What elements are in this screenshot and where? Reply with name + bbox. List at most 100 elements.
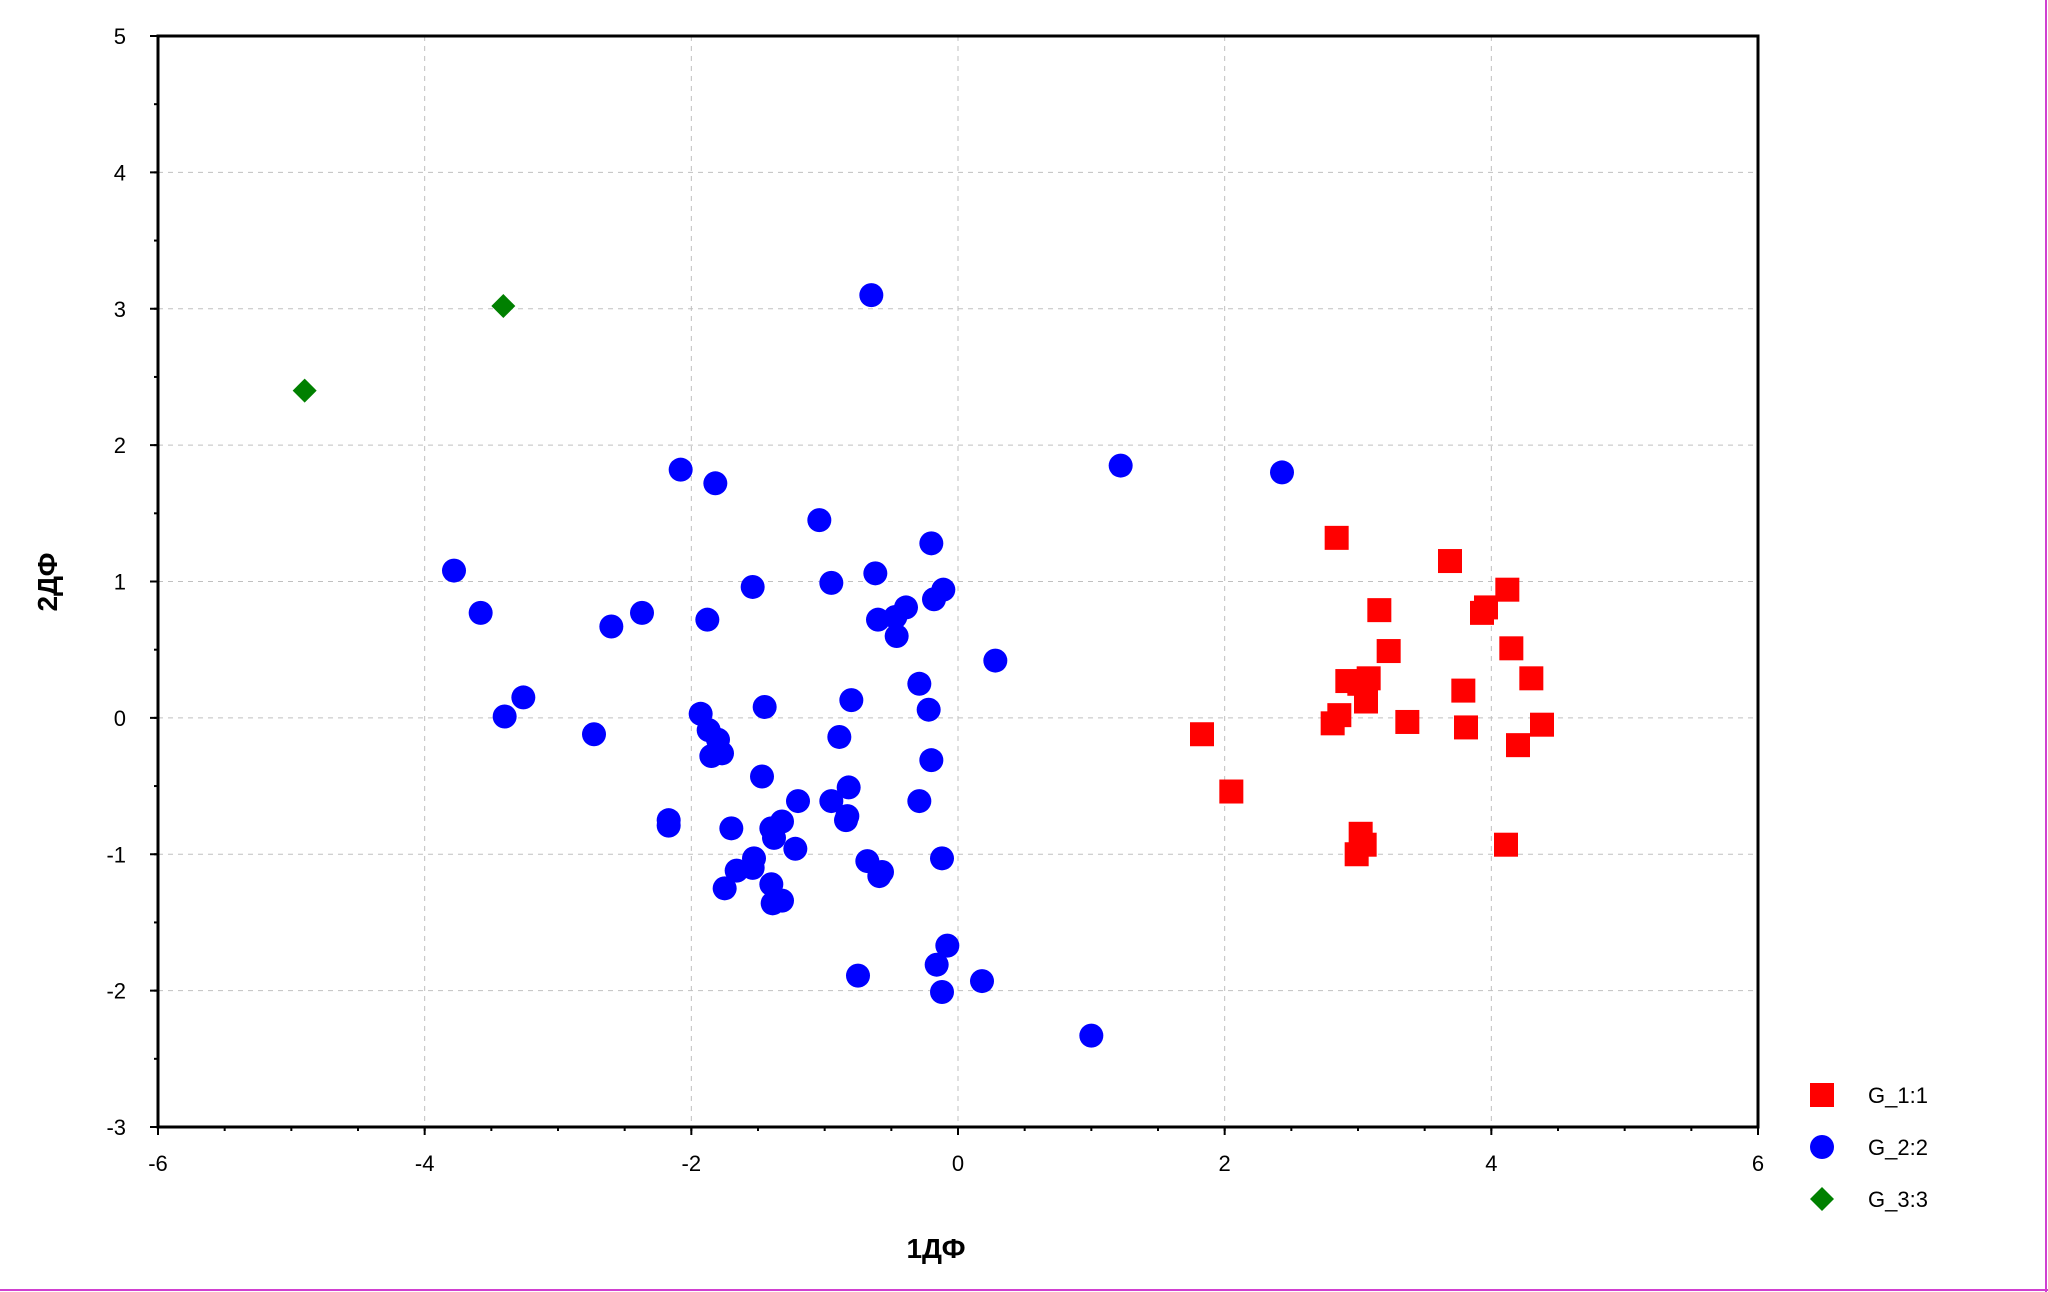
x-axis-label: 1ДФ [906, 1233, 965, 1264]
data-point-circle [867, 864, 892, 889]
data-point-circle [931, 577, 956, 602]
data-point-square [1190, 722, 1214, 747]
data-point-circle [703, 471, 728, 496]
data-point-square [1367, 598, 1392, 623]
y-tick-label: -3 [106, 1115, 126, 1140]
data-point-square [1327, 703, 1352, 728]
data-point-square [1376, 639, 1401, 664]
data-point-circle [884, 624, 909, 649]
legend-marker-diamond [1810, 1187, 1834, 1211]
data-point-circle [752, 694, 777, 719]
data-point-circle [894, 595, 918, 620]
legend-label: G_1:1 [1868, 1083, 1928, 1108]
x-tick-label: 2 [1219, 1151, 1231, 1176]
x-tick-labels: -6 -4 -2 0 2 4 6 [148, 1151, 1764, 1176]
data-point-diamond [292, 378, 317, 403]
x-tick-label: -4 [415, 1151, 435, 1176]
x-tick-label: -2 [682, 1151, 702, 1176]
data-point-square [1499, 636, 1524, 661]
data-point-square [1495, 577, 1520, 602]
data-point-circle [907, 789, 932, 814]
data-point-circle [740, 574, 765, 599]
data-point-circle [836, 775, 861, 800]
data-point-circle [919, 748, 944, 773]
data-point-circle [863, 561, 888, 586]
data-point-circle [834, 808, 858, 833]
data-point-circle [827, 724, 852, 749]
data-points [292, 283, 1554, 1048]
data-point-square [1506, 733, 1530, 758]
data-point-circle [695, 607, 720, 632]
data-point-circle [783, 836, 808, 861]
plot-frame [156, 34, 1760, 1129]
data-point-circle [442, 558, 466, 583]
data-point-circle [468, 600, 493, 625]
x-tick-label: -6 [148, 1151, 168, 1176]
data-point-square [1451, 678, 1476, 703]
legend-label: G_3:3 [1868, 1187, 1928, 1212]
data-point-square [1354, 689, 1378, 714]
data-point-circle [819, 570, 844, 595]
data-point-circle [1108, 453, 1133, 478]
data-point-circle [762, 825, 786, 850]
data-point-circle [656, 813, 681, 838]
data-point-square [1530, 712, 1554, 737]
data-point-square [1494, 832, 1518, 857]
data-point-square [1395, 709, 1420, 734]
x-tick-label: 4 [1485, 1151, 1497, 1176]
data-point-square [1219, 779, 1244, 804]
data-point-circle [1270, 460, 1294, 485]
grid-lines [158, 36, 1758, 1127]
data-point-square [1519, 666, 1544, 691]
data-point-circle [924, 952, 949, 977]
y-axis-label: 2ДФ [32, 552, 63, 611]
y-tick-label: -2 [106, 979, 126, 1004]
data-point-square [1324, 525, 1349, 550]
legend-marker-square [1810, 1083, 1834, 1107]
y-tick-label: 5 [114, 24, 126, 49]
data-point-circle [511, 685, 536, 710]
data-point-circle [846, 963, 870, 988]
legend: G_1:1 G_2:2 G_3:3 [1810, 1083, 1928, 1212]
data-point-circle [919, 531, 944, 556]
data-point-circle [712, 876, 737, 901]
data-point-square [1356, 666, 1381, 691]
y-tick-label: 4 [114, 160, 126, 185]
y-tick-label: 1 [114, 570, 126, 595]
legend-label: G_2:2 [1868, 1135, 1928, 1160]
data-point-square [1438, 549, 1462, 574]
data-point-circle [599, 614, 624, 639]
data-point-circle [710, 741, 734, 766]
data-point-circle [719, 816, 744, 841]
data-point-circle [740, 855, 765, 880]
data-point-circle [750, 764, 774, 789]
data-point-circle [668, 457, 693, 482]
data-point-circle [970, 969, 994, 994]
data-point-diamond [491, 294, 516, 319]
y-tick-label: 3 [114, 297, 126, 322]
series-square [1190, 525, 1554, 867]
data-point-circle [930, 846, 954, 871]
data-point-circle [492, 704, 517, 729]
data-point-circle [819, 789, 844, 814]
y-tick-label: -1 [106, 842, 126, 867]
data-point-circle [770, 888, 794, 913]
data-point-circle [807, 508, 832, 533]
data-point-circle [907, 671, 932, 696]
data-point-circle [930, 979, 954, 1004]
y-tick-label: 2 [114, 433, 126, 458]
y-tick-label: 0 [114, 706, 126, 731]
x-tick-label: 0 [952, 1151, 964, 1176]
series-circle [442, 283, 1294, 1048]
data-point-circle [983, 648, 1008, 673]
data-point-circle [630, 600, 654, 625]
data-point-square [1344, 842, 1369, 867]
series-diamond [292, 294, 516, 403]
x-tick-label: 6 [1752, 1151, 1764, 1176]
data-point-circle [935, 933, 960, 958]
data-point-circle [859, 283, 884, 308]
legend-marker-circle [1810, 1135, 1834, 1159]
y-tick-labels: -3 -2 -1 0 1 2 3 4 5 [106, 24, 126, 1140]
data-point-circle [839, 688, 864, 713]
